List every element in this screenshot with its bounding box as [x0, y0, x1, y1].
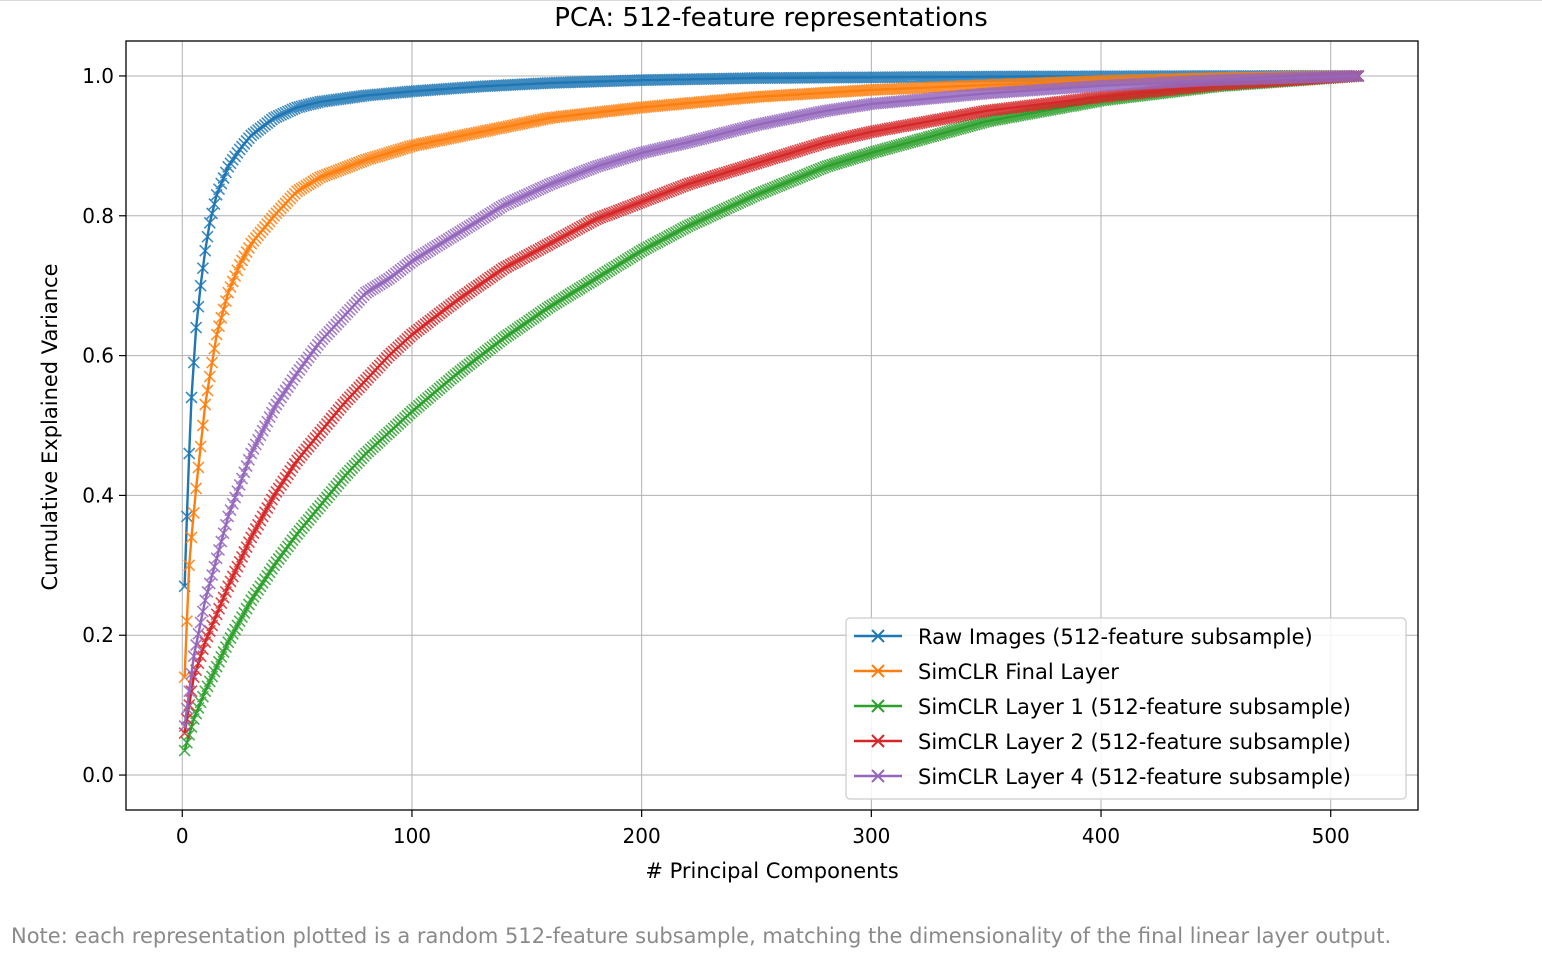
series-line	[183, 74, 1359, 587]
y-tick-label: 0.0	[82, 763, 114, 787]
legend-item: SimCLR Layer 4 (512-feature subsample)	[854, 765, 1351, 789]
y-tick-label: 1.0	[82, 64, 114, 88]
legend-swatch-marker	[871, 769, 885, 783]
legend-swatch-marker	[871, 664, 885, 678]
legend-swatch-marker	[871, 699, 885, 713]
series-5	[178, 69, 1365, 733]
x-tick-label: 300	[852, 824, 890, 848]
y-tick-label: 0.2	[82, 623, 114, 647]
chart-title: PCA: 512-feature representations	[554, 3, 988, 33]
x-axis-label: # Principal Components	[645, 859, 898, 883]
legend-label: SimCLR Layer 4 (512-feature subsample)	[918, 765, 1351, 789]
x-tick-label: 400	[1082, 824, 1120, 848]
legend-item: SimCLR Layer 1 (512-feature subsample)	[854, 695, 1351, 719]
legend-label: SimCLR Layer 1 (512-feature subsample)	[918, 695, 1351, 719]
legend-item: SimCLR Layer 2 (512-feature subsample)	[854, 730, 1351, 754]
legend-label: Raw Images (512-feature subsample)	[918, 625, 1313, 649]
legend-box	[845, 617, 1407, 800]
x-tick-label: 200	[623, 824, 661, 848]
legend-swatch-marker	[871, 734, 885, 748]
series-group	[178, 69, 1365, 757]
legend: Raw Images (512-feature subsample) SimCLR…	[845, 617, 1407, 800]
series-markers	[178, 69, 1365, 733]
legend-item: Raw Images (512-feature subsample)	[854, 625, 1313, 649]
x-tick-label: 100	[393, 824, 431, 848]
series-1	[178, 69, 1365, 593]
plot-frame	[125, 40, 1419, 811]
legend-label: SimCLR Layer 2 (512-feature subsample)	[918, 730, 1351, 754]
x-tick-label: 500	[1312, 824, 1350, 848]
legend-swatch-marker	[871, 629, 885, 643]
x-tick-label: 0	[176, 824, 189, 848]
pca-line-chart: PCA: 512-feature representations 0 100 200…	[38, 3, 1419, 883]
top-divider	[0, 0, 1542, 1]
axis-ticks: 0 100 200 300 400 500 0.0 0.2 0.4 0.6 0.8 1.0	[82, 64, 1350, 848]
y-axis-label: Cumulative Explained Variance	[38, 263, 62, 590]
y-tick-label: 0.6	[82, 344, 114, 368]
legend-label: SimCLR Final Layer	[918, 660, 1119, 684]
legend-item: SimCLR Final Layer	[854, 660, 1119, 684]
footnote: Note: each representation plotted is a r…	[11, 924, 1392, 948]
y-tick-label: 0.8	[82, 204, 114, 228]
y-tick-label: 0.4	[82, 483, 114, 507]
series-markers	[178, 69, 1365, 593]
